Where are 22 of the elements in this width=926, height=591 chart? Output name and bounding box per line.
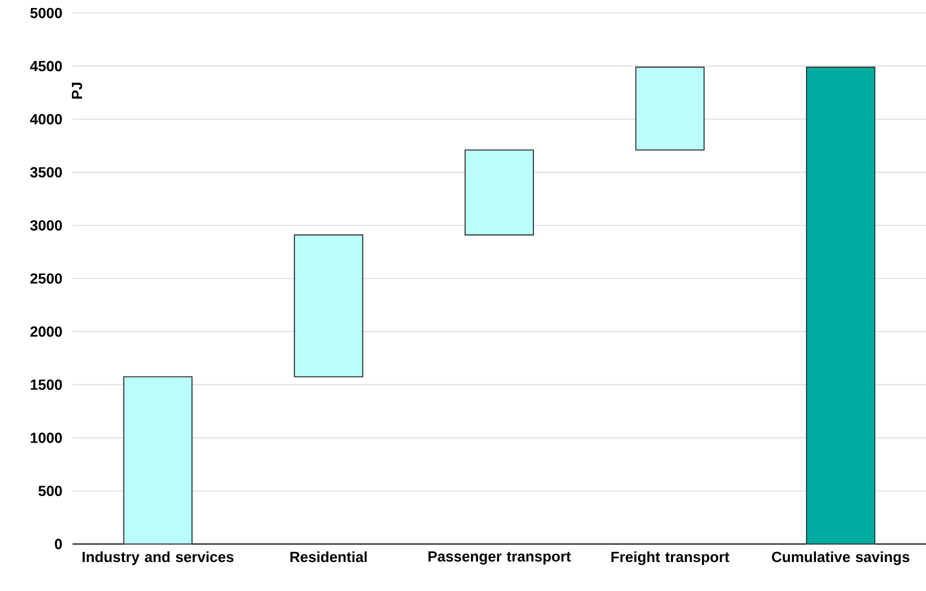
y-tick-label: 3000	[30, 220, 62, 231]
bar	[294, 234, 364, 378]
bar	[806, 66, 876, 545]
y-tick-label: 2000	[30, 326, 62, 337]
bar	[123, 376, 193, 545]
x-tick-label: Passenger transport	[428, 551, 571, 565]
y-tick-label: 0	[54, 538, 62, 550]
y-tick-label: 3500	[30, 167, 62, 178]
x-tick-label: Cumulative savings	[772, 551, 910, 566]
x-tick-label: Industry and services	[82, 551, 234, 566]
y-tick-label: 1500	[30, 380, 62, 390]
x-tick-label: Freight transport	[611, 551, 730, 566]
y-tick-label: 1000	[30, 432, 62, 443]
bar	[635, 66, 705, 151]
y-tick-label: 2500	[30, 273, 62, 284]
y-tick-label: 4500	[30, 60, 62, 72]
y-tick-label: 5000	[30, 8, 62, 18]
y-axis-title: PJ	[72, 82, 82, 99]
x-tick-label: Residential	[290, 551, 367, 562]
bar	[464, 149, 534, 236]
y-tick-label: 500	[38, 486, 62, 496]
y-tick-label: 4000	[30, 114, 62, 124]
